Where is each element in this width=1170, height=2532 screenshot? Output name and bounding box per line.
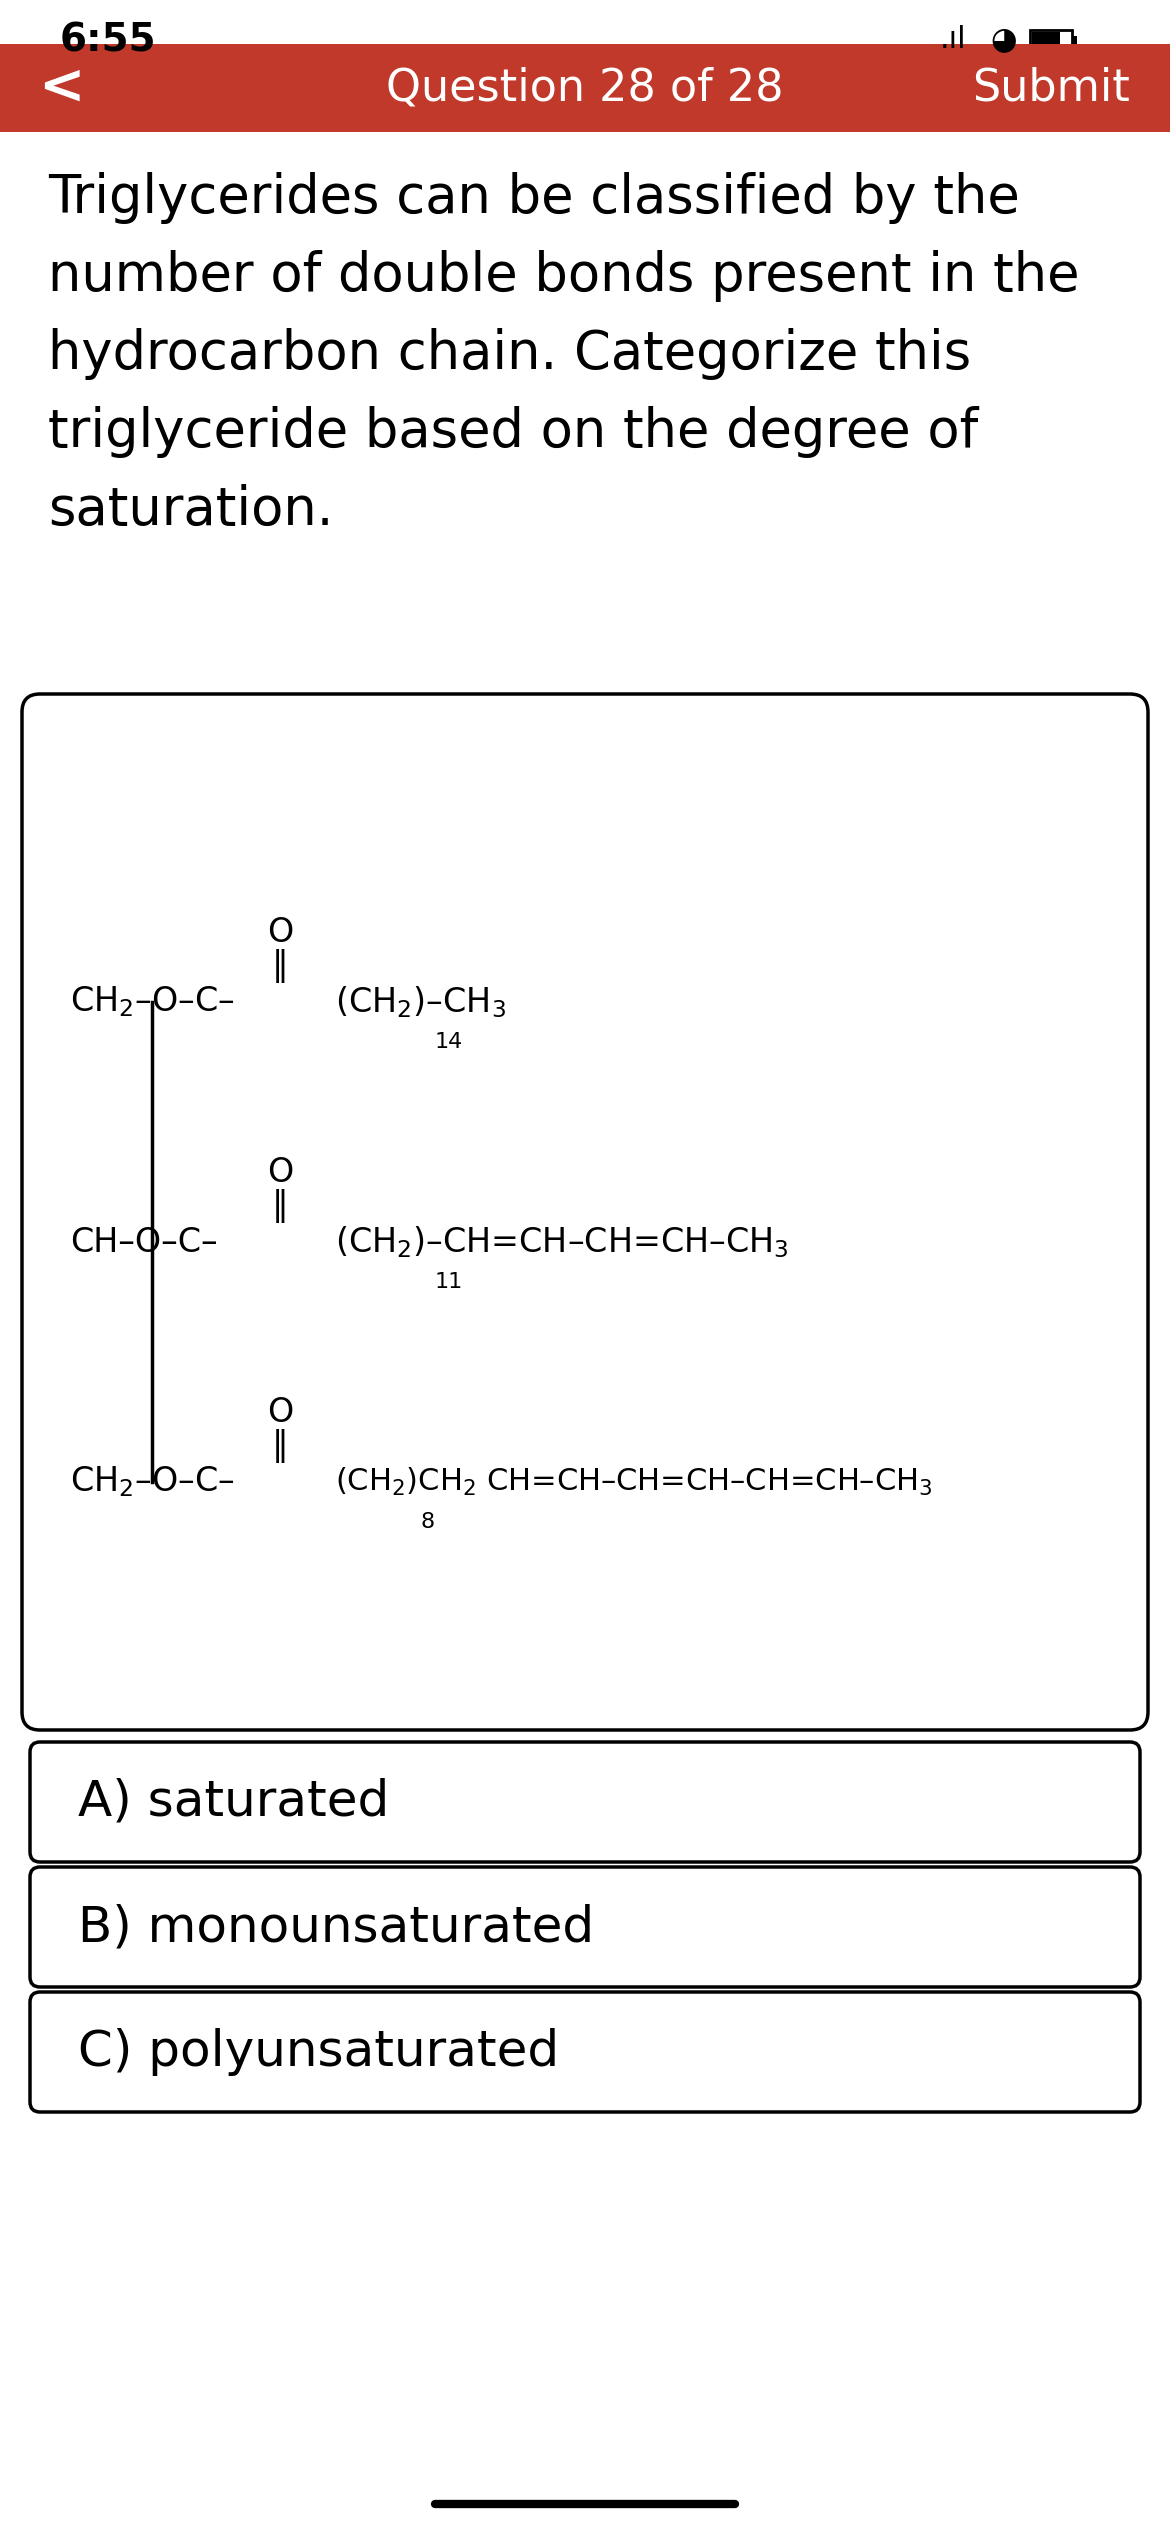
Text: .ıl: .ıl xyxy=(940,25,966,56)
Text: C) polyunsaturated: C) polyunsaturated xyxy=(78,2028,559,2076)
Text: 8: 8 xyxy=(420,1512,434,1532)
Text: hydrocarbon chain. Categorize this: hydrocarbon chain. Categorize this xyxy=(48,329,971,380)
Text: CH$_2$–O–C–: CH$_2$–O–C– xyxy=(70,985,234,1020)
Text: O: O xyxy=(267,917,294,950)
Text: (CH$_2$)CH$_2$ CH=CH–CH=CH–CH=CH–CH$_3$: (CH$_2$)CH$_2$ CH=CH–CH=CH–CH=CH–CH$_3$ xyxy=(335,1466,932,1499)
Text: 6:55: 6:55 xyxy=(60,20,157,58)
Text: Question 28 of 28: Question 28 of 28 xyxy=(386,66,784,109)
FancyBboxPatch shape xyxy=(1072,35,1078,48)
Text: O: O xyxy=(267,1395,294,1428)
Text: CH–O–C–: CH–O–C– xyxy=(70,1225,218,1258)
Text: ‖: ‖ xyxy=(271,950,288,982)
Text: Triglycerides can be classified by the: Triglycerides can be classified by the xyxy=(48,172,1020,223)
Text: 11: 11 xyxy=(435,1271,463,1291)
FancyBboxPatch shape xyxy=(0,43,1170,132)
Text: <: < xyxy=(37,61,84,114)
Text: ‖: ‖ xyxy=(271,1428,288,1463)
Text: saturation.: saturation. xyxy=(48,484,333,537)
Text: ‖: ‖ xyxy=(271,1190,288,1223)
Text: CH$_2$–O–C–: CH$_2$–O–C– xyxy=(70,1463,234,1499)
FancyBboxPatch shape xyxy=(30,1993,1140,2112)
Text: triglyceride based on the degree of: triglyceride based on the degree of xyxy=(48,405,978,458)
FancyBboxPatch shape xyxy=(1030,30,1072,53)
FancyBboxPatch shape xyxy=(1032,33,1060,53)
Text: number of double bonds present in the: number of double bonds present in the xyxy=(48,251,1080,301)
Text: (CH$_2$)–CH$_3$: (CH$_2$)–CH$_3$ xyxy=(335,985,505,1020)
Text: ◕: ◕ xyxy=(990,25,1017,56)
Text: B) monounsaturated: B) monounsaturated xyxy=(78,1904,594,1952)
Text: Submit: Submit xyxy=(972,66,1130,109)
FancyBboxPatch shape xyxy=(30,1866,1140,1988)
FancyBboxPatch shape xyxy=(22,694,1148,1729)
Text: O: O xyxy=(267,1157,294,1190)
Text: A) saturated: A) saturated xyxy=(78,1777,390,1826)
Text: (CH$_2$)–CH=CH–CH=CH–CH$_3$: (CH$_2$)–CH=CH–CH=CH–CH$_3$ xyxy=(335,1223,789,1261)
FancyBboxPatch shape xyxy=(30,1742,1140,1861)
Text: 14: 14 xyxy=(435,1033,463,1051)
